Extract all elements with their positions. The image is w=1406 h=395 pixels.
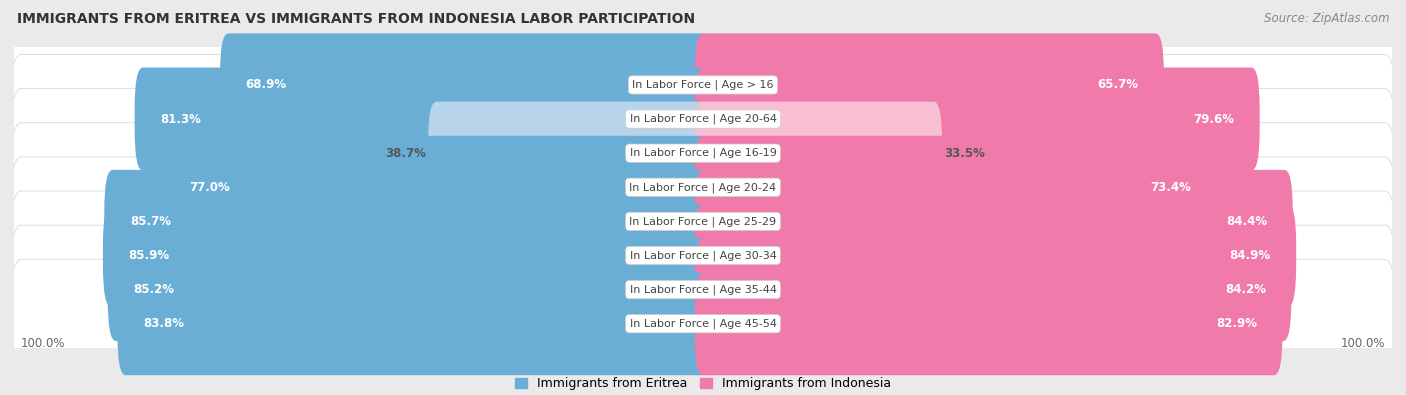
FancyBboxPatch shape xyxy=(695,170,1292,273)
Text: 83.8%: 83.8% xyxy=(143,317,184,330)
FancyBboxPatch shape xyxy=(104,170,711,273)
Text: In Labor Force | Age 16-19: In Labor Force | Age 16-19 xyxy=(630,148,776,158)
Text: 82.9%: 82.9% xyxy=(1216,317,1257,330)
Text: 68.9%: 68.9% xyxy=(246,79,287,91)
FancyBboxPatch shape xyxy=(427,102,711,205)
FancyBboxPatch shape xyxy=(695,238,1291,341)
FancyBboxPatch shape xyxy=(11,225,1395,354)
Text: In Labor Force | Age 20-24: In Labor Force | Age 20-24 xyxy=(630,182,776,192)
Text: 33.5%: 33.5% xyxy=(945,147,986,160)
FancyBboxPatch shape xyxy=(11,55,1395,184)
Text: IMMIGRANTS FROM ERITREA VS IMMIGRANTS FROM INDONESIA LABOR PARTICIPATION: IMMIGRANTS FROM ERITREA VS IMMIGRANTS FR… xyxy=(17,12,695,26)
FancyBboxPatch shape xyxy=(118,272,711,375)
FancyBboxPatch shape xyxy=(108,238,711,341)
FancyBboxPatch shape xyxy=(695,68,1260,171)
FancyBboxPatch shape xyxy=(695,102,942,205)
FancyBboxPatch shape xyxy=(11,88,1395,218)
Text: 85.2%: 85.2% xyxy=(134,283,174,296)
FancyBboxPatch shape xyxy=(221,34,711,136)
FancyBboxPatch shape xyxy=(695,136,1218,239)
FancyBboxPatch shape xyxy=(11,259,1395,388)
FancyBboxPatch shape xyxy=(695,204,1296,307)
Text: 77.0%: 77.0% xyxy=(190,181,231,194)
FancyBboxPatch shape xyxy=(11,157,1395,286)
FancyBboxPatch shape xyxy=(11,123,1395,252)
FancyBboxPatch shape xyxy=(165,136,711,239)
Text: 84.2%: 84.2% xyxy=(1225,283,1265,296)
Text: 73.4%: 73.4% xyxy=(1150,181,1191,194)
Text: In Labor Force | Age 20-64: In Labor Force | Age 20-64 xyxy=(630,114,776,124)
FancyBboxPatch shape xyxy=(695,34,1164,136)
FancyBboxPatch shape xyxy=(11,21,1395,149)
Text: 79.6%: 79.6% xyxy=(1194,113,1234,126)
Text: 85.9%: 85.9% xyxy=(128,249,170,262)
FancyBboxPatch shape xyxy=(695,272,1282,375)
Text: 65.7%: 65.7% xyxy=(1098,79,1139,91)
Text: Source: ZipAtlas.com: Source: ZipAtlas.com xyxy=(1264,12,1389,25)
FancyBboxPatch shape xyxy=(103,204,711,307)
Text: In Labor Force | Age 30-34: In Labor Force | Age 30-34 xyxy=(630,250,776,261)
Text: 100.0%: 100.0% xyxy=(1340,337,1385,350)
FancyBboxPatch shape xyxy=(135,68,711,171)
Text: 100.0%: 100.0% xyxy=(21,337,66,350)
Text: In Labor Force | Age 25-29: In Labor Force | Age 25-29 xyxy=(630,216,776,227)
Text: 85.7%: 85.7% xyxy=(129,215,170,228)
Text: 84.4%: 84.4% xyxy=(1226,215,1267,228)
FancyBboxPatch shape xyxy=(11,191,1395,320)
Text: In Labor Force | Age > 16: In Labor Force | Age > 16 xyxy=(633,80,773,90)
Text: In Labor Force | Age 35-44: In Labor Force | Age 35-44 xyxy=(630,284,776,295)
Text: 81.3%: 81.3% xyxy=(160,113,201,126)
Text: 84.9%: 84.9% xyxy=(1230,249,1271,262)
Legend: Immigrants from Eritrea, Immigrants from Indonesia: Immigrants from Eritrea, Immigrants from… xyxy=(509,372,897,395)
Text: 38.7%: 38.7% xyxy=(385,147,426,160)
Text: In Labor Force | Age 45-54: In Labor Force | Age 45-54 xyxy=(630,318,776,329)
